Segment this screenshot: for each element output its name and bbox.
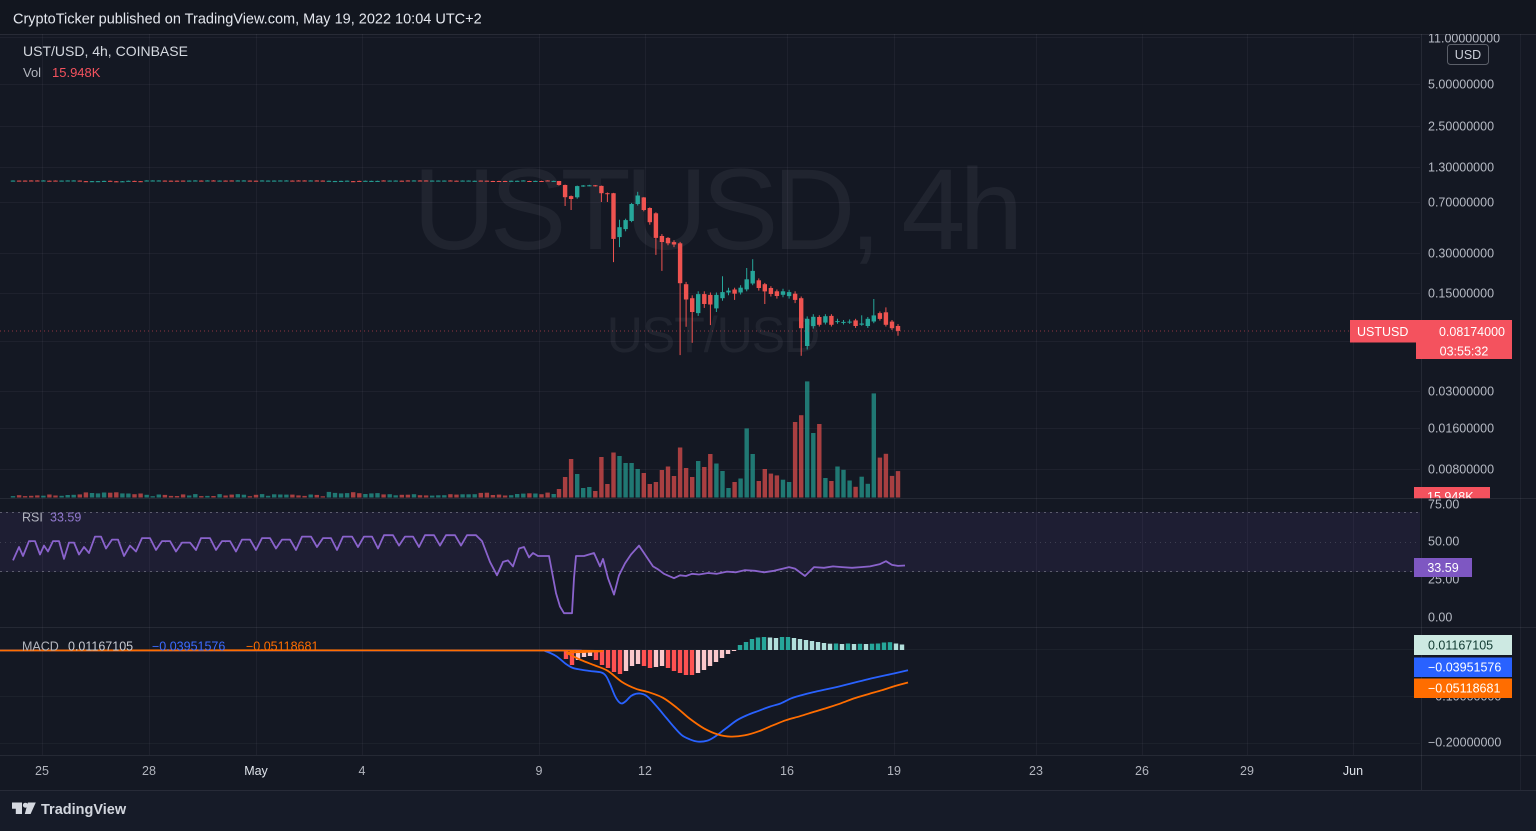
svg-text:25: 25: [35, 764, 49, 778]
svg-text:Vol: Vol: [23, 65, 41, 80]
svg-text:28: 28: [142, 764, 156, 778]
svg-text:26: 26: [1135, 764, 1149, 778]
svg-text:0.30000000: 0.30000000: [1428, 247, 1494, 261]
svg-text:75.00: 75.00: [1428, 498, 1459, 512]
svg-text:03:55:32: 03:55:32: [1440, 345, 1489, 359]
svg-text:−0.05118681: −0.05118681: [1428, 682, 1500, 696]
svg-text:11.00000000: 11.00000000: [1428, 32, 1500, 46]
svg-text:15.948K: 15.948K: [1427, 490, 1474, 504]
svg-text:19: 19: [887, 764, 901, 778]
svg-text:33.59: 33.59: [1427, 561, 1458, 575]
svg-text:−0.05118681: −0.05118681: [246, 640, 318, 654]
svg-text:UST/USD, 4h, COINBASE: UST/USD, 4h, COINBASE: [23, 43, 188, 59]
svg-text:50.00: 50.00: [1428, 535, 1459, 549]
svg-text:4: 4: [359, 764, 366, 778]
svg-text:May: May: [244, 764, 268, 778]
svg-text:5.00000000: 5.00000000: [1428, 78, 1494, 92]
svg-text:0.00: 0.00: [1428, 611, 1452, 625]
svg-text:MACD: MACD: [22, 640, 59, 654]
svg-text:0.01167105: 0.01167105: [68, 640, 133, 654]
svg-text:0.08174000: 0.08174000: [1439, 325, 1505, 339]
svg-text:16: 16: [780, 764, 794, 778]
svg-text:33.59: 33.59: [50, 511, 81, 525]
svg-text:15.948K: 15.948K: [52, 65, 101, 80]
svg-text:1.30000000: 1.30000000: [1428, 161, 1494, 175]
svg-text:0.15000000: 0.15000000: [1428, 287, 1494, 301]
svg-text:0.00800000: 0.00800000: [1428, 463, 1494, 477]
svg-text:29: 29: [1240, 764, 1254, 778]
svg-text:USTUSD: USTUSD: [1357, 325, 1408, 339]
svg-text:CryptoTicker published on Trad: CryptoTicker published on TradingView.co…: [13, 12, 482, 28]
svg-text:−0.03951576: −0.03951576: [152, 640, 225, 654]
svg-text:0.70000000: 0.70000000: [1428, 196, 1494, 210]
svg-text:UST/USD: UST/USD: [607, 307, 819, 363]
svg-text:0.03000000: 0.03000000: [1428, 385, 1494, 399]
svg-text:TradingView: TradingView: [41, 802, 127, 818]
svg-text:0.01600000: 0.01600000: [1428, 422, 1494, 436]
svg-text:USD: USD: [1455, 48, 1481, 62]
svg-text:12: 12: [638, 764, 652, 778]
svg-text:0.01167105: 0.01167105: [1428, 639, 1493, 653]
svg-text:Jun: Jun: [1343, 764, 1363, 778]
svg-text:2.50000000: 2.50000000: [1428, 120, 1494, 134]
svg-text:−0.03951576: −0.03951576: [1428, 661, 1501, 675]
svg-text:USTUSD, 4h: USTUSD, 4h: [413, 146, 1018, 274]
svg-text:9: 9: [536, 764, 543, 778]
svg-text:RSI: RSI: [22, 511, 43, 525]
svg-text:23: 23: [1029, 764, 1043, 778]
svg-text:−0.20000000: −0.20000000: [1428, 736, 1501, 750]
